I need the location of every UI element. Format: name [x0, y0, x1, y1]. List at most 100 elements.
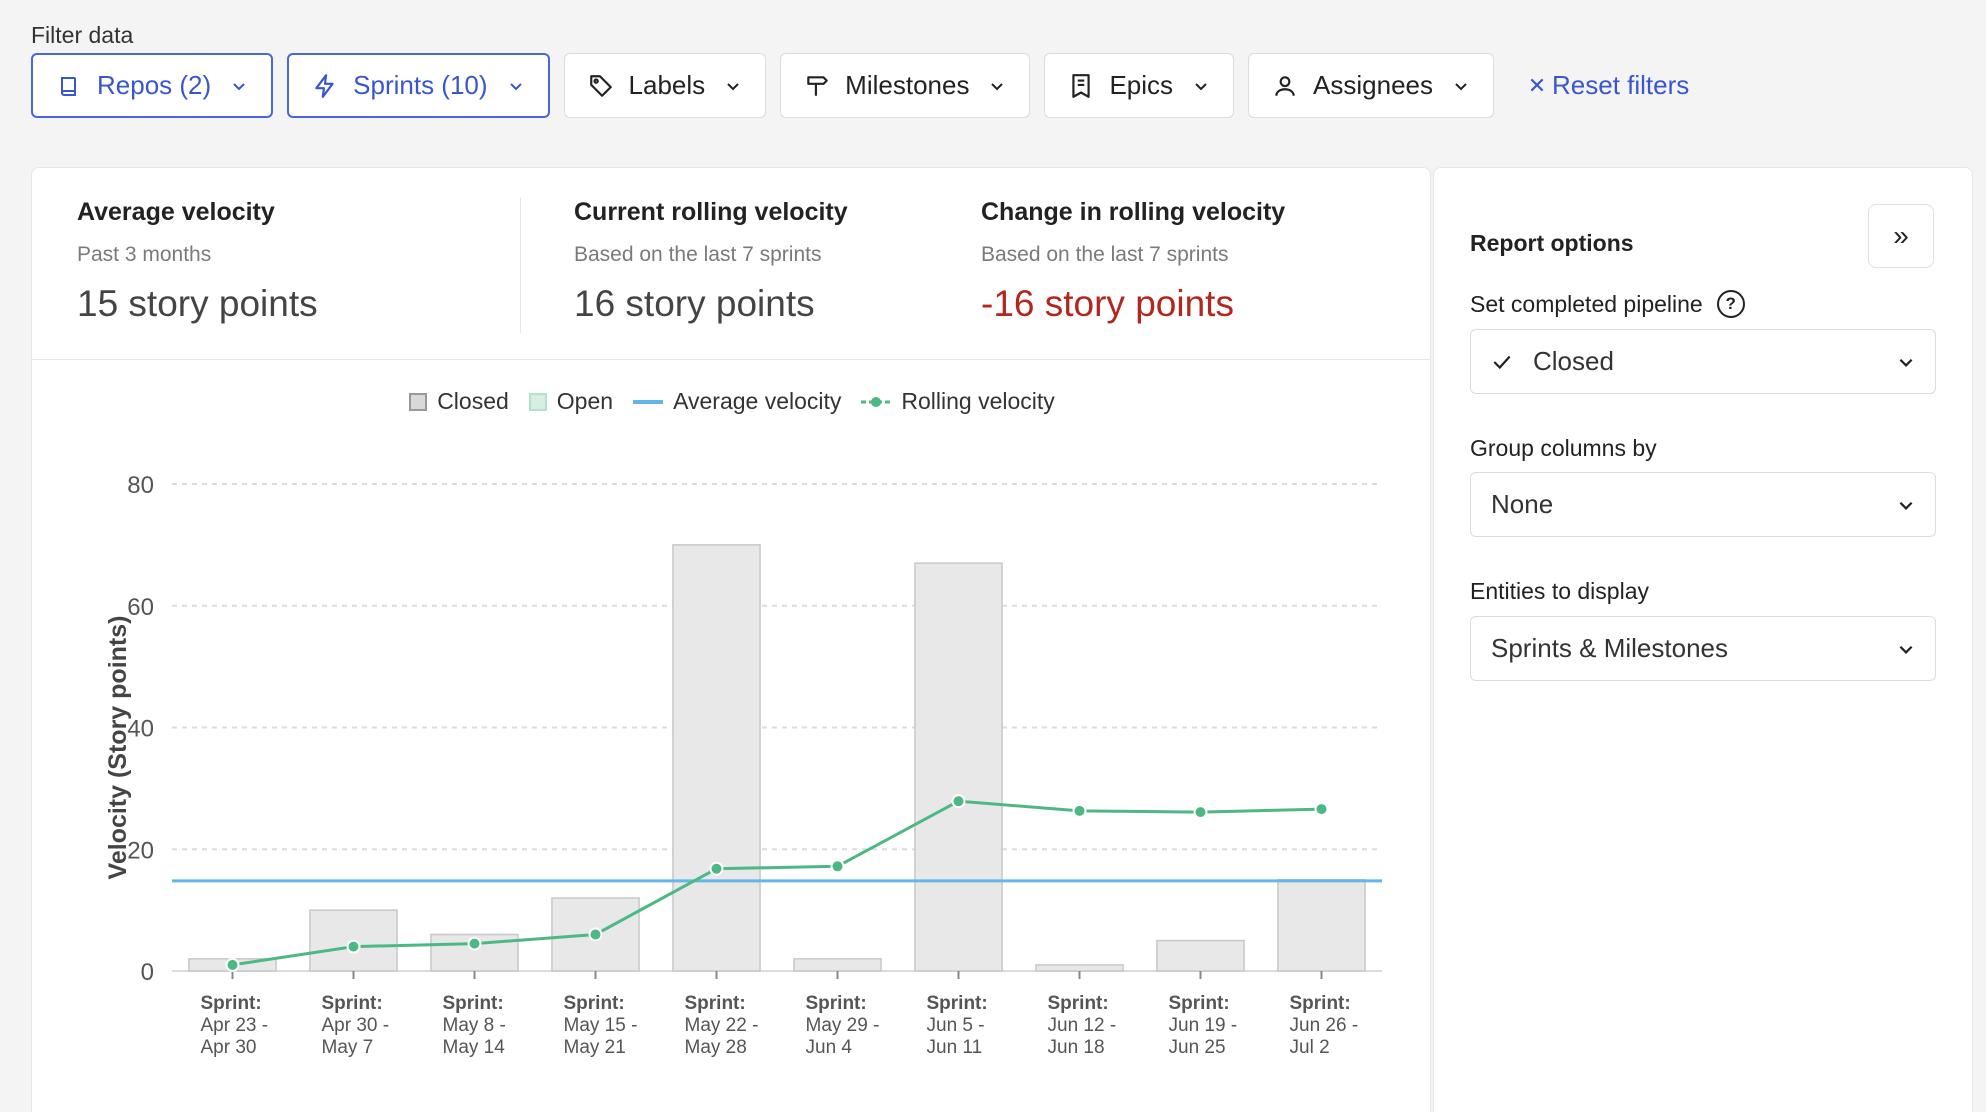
x-tick-label: Apr 30 [201, 1037, 257, 1058]
stat-subtitle: Based on the last 7 sprints [981, 243, 1229, 266]
stat-divider [520, 198, 521, 333]
legend-swatch [633, 399, 664, 404]
x-tick-label: May 29 - [806, 1015, 880, 1036]
x-tick-label: Sprint: [322, 993, 383, 1014]
x-tick-label: Jun 5 - [927, 1015, 985, 1036]
report-options-panel: Report options » Set completed pipeline … [1433, 167, 1973, 1112]
x-tick-label: Sprint: [1048, 993, 1109, 1014]
legend-item-average-velocity[interactable]: Average velocity [633, 388, 841, 415]
group-label-text: Group columns by [1470, 435, 1657, 461]
help-icon[interactable]: ? [1716, 290, 1745, 318]
close-icon [1528, 70, 1546, 101]
repos-filter-button[interactable]: Repos (2) [31, 53, 274, 118]
filter-label: Filter data [31, 22, 134, 48]
epics-filter-button[interactable]: Epics [1044, 53, 1235, 118]
x-tick-label: May 8 - [443, 1015, 506, 1036]
sprints-filter-label: Sprints (10) [353, 70, 488, 100]
x-tick-label: Jun 12 - [1048, 1015, 1117, 1036]
bar-closed [188, 958, 277, 972]
entities-select[interactable]: Sprints & Milestones [1470, 616, 1936, 681]
rolling-velocity-point [225, 957, 240, 972]
x-tick-label: Sprint: [201, 993, 262, 1014]
bar-closed [430, 933, 519, 972]
y-tick-label: 60 [127, 594, 154, 621]
entities-select-value: Sprints & Milestones [1491, 633, 1728, 663]
collapse-panel-button[interactable]: » [1868, 204, 1934, 268]
y-tick-label: 20 [127, 837, 154, 864]
repo-icon [55, 72, 83, 100]
x-tick-label: Jun 26 - [1290, 1015, 1359, 1036]
pipeline-field-label: Set completed pipeline ? [1470, 290, 1745, 318]
stat-subtitle: Based on the last 7 sprints [574, 243, 822, 266]
legend-item-rolling-velocity[interactable]: Rolling velocity [861, 388, 1055, 415]
bar-closed [1277, 878, 1366, 972]
x-tick-label: Sprint: [685, 993, 746, 1014]
legend-item-closed[interactable]: Closed [409, 388, 509, 415]
filter-bar: Repos (2) Sprints (10) Labels Milestones… [31, 53, 1689, 118]
pipeline-label-text: Set completed pipeline [1470, 290, 1703, 317]
signpost-icon [803, 72, 831, 100]
x-tick-label: May 21 [564, 1037, 626, 1058]
x-tick-label: Jun 4 [806, 1037, 853, 1058]
x-tick-label: Jun 25 [1169, 1037, 1226, 1058]
legend-label: Rolling velocity [901, 388, 1055, 414]
bar-closed [551, 897, 640, 972]
chevron-down-icon [1897, 353, 1915, 371]
x-tick-label: Sprint: [1290, 993, 1351, 1014]
user-icon [1271, 72, 1299, 100]
group-columns-select[interactable]: None [1470, 472, 1936, 537]
bar-closed [793, 958, 882, 972]
rolling-velocity-point [1193, 805, 1208, 820]
epics-filter-label: Epics [1109, 70, 1174, 100]
pipeline-select-value: Closed [1533, 346, 1614, 376]
stat-title: Current rolling velocity [574, 198, 848, 226]
reset-filters-link[interactable]: Reset filters [1528, 70, 1689, 101]
epic-icon [1067, 72, 1095, 100]
check-icon [1491, 351, 1519, 373]
x-tick-label: Jun 11 [927, 1037, 983, 1058]
tag-icon [587, 72, 615, 100]
x-tick-label: Sprint: [1169, 993, 1230, 1014]
legend-item-open[interactable]: Open [528, 388, 613, 415]
y-tick-label: 80 [127, 472, 154, 499]
stat-change-rolling-velocity: Change in rolling velocity Based on the … [981, 198, 1285, 325]
y-tick-label: 40 [127, 716, 154, 743]
chevron-down-icon [1897, 496, 1915, 514]
stat-title: Change in rolling velocity [981, 198, 1286, 226]
stat-value: -16 story points [981, 283, 1234, 324]
double-chevron-right-icon: » [1893, 220, 1909, 251]
legend-swatch [861, 396, 892, 407]
labels-filter-button[interactable]: Labels [563, 53, 767, 118]
sprints-filter-button[interactable]: Sprints (10) [287, 53, 550, 118]
rolling-velocity-point [709, 861, 724, 876]
rolling-velocity-point [1072, 803, 1087, 818]
bar-closed [1156, 939, 1245, 972]
bar-closed [914, 562, 1003, 972]
stat-average-velocity: Average velocity Past 3 months 15 story … [77, 198, 318, 325]
y-axis-label: Velocity (Story points) [104, 616, 132, 880]
report-options-title: Report options [1470, 230, 1634, 256]
legend-label: Closed [437, 388, 509, 414]
rolling-velocity-point [830, 859, 845, 874]
group-select-value: None [1491, 489, 1554, 519]
stat-value: 16 story points [574, 283, 815, 324]
y-tick-label: 0 [141, 959, 154, 986]
group-field-label: Group columns by [1470, 435, 1657, 462]
chevron-down-icon [1451, 76, 1471, 96]
chevron-down-icon [1191, 76, 1211, 96]
entities-field-label: Entities to display [1470, 578, 1649, 605]
milestones-filter-button[interactable]: Milestones [780, 53, 1031, 118]
legend-swatch [528, 392, 547, 411]
x-tick-label: Sprint: [806, 993, 867, 1014]
velocity-report-card: Average velocity Past 3 months 15 story … [31, 167, 1431, 1112]
x-tick-label: Jun 18 [1048, 1037, 1105, 1058]
legend-label: Average velocity [673, 388, 842, 414]
stat-value: 15 story points [77, 283, 318, 324]
x-tick-label: Sprint: [564, 993, 625, 1014]
pipeline-select[interactable]: Closed [1470, 329, 1936, 394]
assignees-filter-label: Assignees [1313, 70, 1433, 100]
x-tick-label: Sprint: [443, 993, 504, 1014]
assignees-filter-button[interactable]: Assignees [1248, 53, 1494, 118]
chevron-down-icon [1897, 640, 1915, 658]
bar-closed [309, 909, 398, 972]
